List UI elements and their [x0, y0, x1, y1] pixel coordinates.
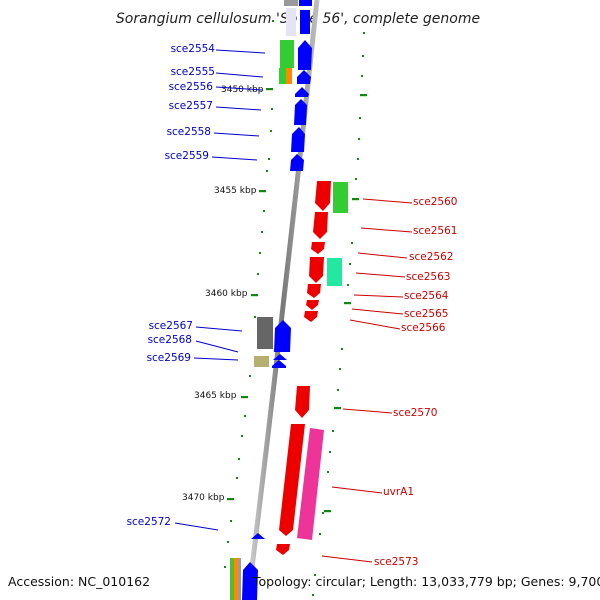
left-leaders	[174, 49, 266, 531]
gene-label-sce2569[interactable]: sce2569	[147, 352, 191, 364]
gene-label-sce2554[interactable]: sce2554	[171, 43, 216, 55]
gene-label-sce2561[interactable]: sce2561	[413, 225, 457, 237]
right-gene-labels: sce2560 sce2561 sce2562 sce2563 sce2564 …	[374, 196, 457, 568]
gene-arrow-sce2566	[304, 311, 318, 322]
gene-arrow-sce2568b	[272, 360, 286, 368]
gene-block-sce2569	[254, 356, 269, 367]
gene-label-sce2572[interactable]: sce2572	[127, 516, 171, 528]
gene-label-sce2559[interactable]: sce2559	[165, 150, 209, 162]
gene-arrow-uvrA1-left	[279, 424, 305, 536]
gene-arrow-sce2559	[290, 154, 304, 171]
gene-block-sce2554	[280, 40, 294, 68]
gene-block-top-gray	[284, 0, 298, 6]
genome-title: Sorangium cellulosum 'So ce 56', complet…	[116, 11, 480, 27]
gene-arrow-sce2563	[309, 257, 324, 283]
gene-arrow-sce2556	[295, 87, 309, 97]
gene-arrow-sce2565	[306, 300, 319, 310]
gene-label-sce2555[interactable]: sce2555	[171, 66, 215, 78]
kbp-label-3465: 3465 kbp	[194, 391, 237, 401]
gene-arrow-sce2573	[276, 544, 290, 555]
major-ticks	[227, 88, 367, 513]
forward-genes	[230, 0, 312, 600]
gene-arrow-sce2568	[273, 354, 287, 360]
gene-label-sce2557[interactable]: sce2557	[169, 100, 213, 112]
gene-block-top-blue	[299, 0, 312, 6]
reverse-genes	[276, 181, 348, 555]
gene-block-bottom-green	[230, 558, 235, 600]
gene-label-sce2556[interactable]: sce2556	[169, 81, 214, 93]
gene-arrow-sce2560	[315, 181, 331, 211]
gene-block-sce2563	[327, 258, 342, 286]
gene-arrow-sce2558	[291, 127, 305, 152]
gene-arrow-bottom	[242, 562, 258, 600]
gene-label-sce2566[interactable]: sce2566	[401, 322, 446, 334]
gene-arrow-sce2567-blue	[274, 320, 291, 352]
gene-label-sce2563[interactable]: sce2563	[406, 271, 450, 283]
gene-block-bottom-gray	[238, 558, 241, 600]
gene-label-sce2573[interactable]: sce2573	[374, 556, 418, 568]
gene-arrow-sce2562	[311, 242, 325, 254]
gene-arrow-sce2555-blue	[297, 70, 311, 84]
gene-label-sce2570[interactable]: sce2570	[393, 407, 437, 419]
inner-tick-ring	[224, 20, 274, 568]
gene-block-sce2560	[333, 182, 348, 213]
topology-text: Topology: circular; Length: 13,033,779 b…	[252, 574, 600, 589]
gene-block-uvrA1	[297, 428, 324, 540]
gene-arrow-top	[300, 10, 310, 34]
gene-block-sce2555-orange	[286, 68, 292, 84]
left-gene-labels: sce2554 sce2555 sce2556 sce2557 sce2558 …	[127, 43, 216, 528]
accession-text: Accession: NC_010162	[8, 574, 150, 589]
gene-label-sce2567[interactable]: sce2567	[149, 320, 193, 332]
gene-block-sce2567	[257, 317, 273, 349]
gene-arrow-sce2557	[294, 99, 307, 125]
gene-label-sce2560[interactable]: sce2560	[413, 196, 457, 208]
gene-label-sce2568[interactable]: sce2568	[148, 334, 192, 346]
kbp-label-3470: 3470 kbp	[182, 493, 225, 503]
gene-block-sce2555-green	[279, 68, 286, 84]
gene-arrow-sce2572	[251, 533, 265, 539]
gene-block-top-white	[286, 8, 296, 36]
gene-arrow-sce2564	[307, 284, 321, 298]
gene-arrow-sce2570	[295, 386, 310, 418]
kbp-label-3450: 3450 kbp	[221, 85, 264, 95]
gene-label-sce2558[interactable]: sce2558	[167, 126, 211, 138]
kbp-label-3455: 3455 kbp	[214, 186, 257, 196]
gene-label-sce2565[interactable]: sce2565	[404, 308, 448, 320]
gene-label-uvrA1[interactable]: uvrA1	[383, 486, 414, 498]
outer-tick-ring	[312, 32, 365, 596]
gene-label-sce2562[interactable]: sce2562	[409, 251, 453, 263]
kbp-label-3460: 3460 kbp	[205, 289, 248, 299]
gene-arrow-sce2554-blue	[298, 40, 312, 70]
gene-block-bottom-orange	[234, 558, 238, 600]
right-leaders	[321, 198, 413, 563]
gene-arrow-sce2561	[313, 212, 328, 239]
gene-label-sce2564[interactable]: sce2564	[404, 290, 449, 302]
